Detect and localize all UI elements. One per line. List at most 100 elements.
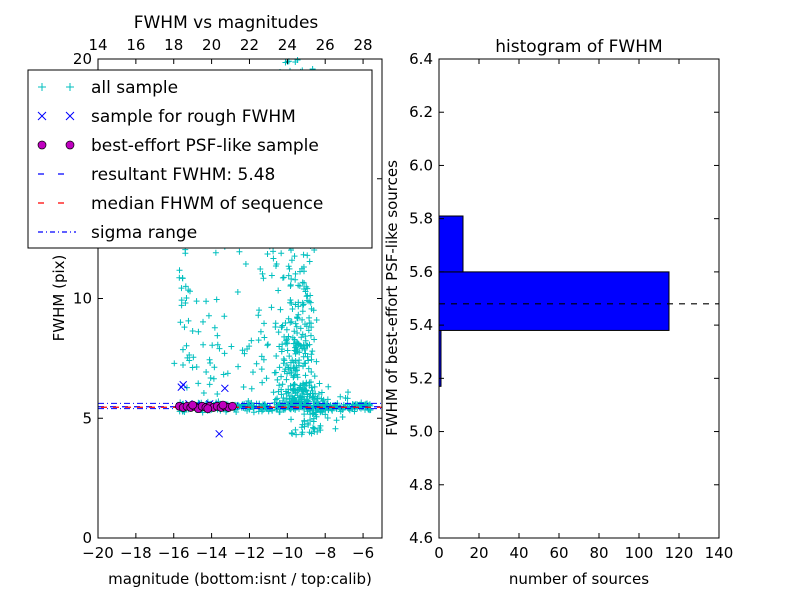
all-sample-point	[301, 280, 308, 287]
all-sample-point	[306, 314, 313, 321]
all-sample-point	[244, 345, 251, 352]
all-sample-point	[274, 405, 281, 412]
all-sample-point	[283, 399, 290, 406]
all-sample-point	[195, 328, 202, 335]
all-sample-point	[277, 306, 284, 313]
y-tick-label: 10	[73, 290, 92, 308]
histogram-bar	[438, 215, 464, 273]
rough-fwhm-point	[215, 429, 224, 438]
all-sample-point	[307, 411, 314, 418]
all-sample-point	[203, 298, 210, 305]
all-sample-point	[299, 421, 306, 428]
left-y-axis-label: FWHM (pix)	[50, 255, 68, 342]
all-sample-point	[276, 382, 283, 389]
all-sample-point	[332, 425, 339, 432]
all-sample-point	[241, 350, 248, 357]
all-sample-point	[274, 376, 281, 383]
left-chart: FWHM vs magnitudes −20 −18 −16 −14 −12 −10 −8−…	[27, 13, 383, 588]
all-sample-point	[245, 397, 252, 404]
all-sample-point	[189, 327, 196, 334]
all-sample-point	[284, 370, 291, 377]
all-sample-point	[291, 394, 298, 401]
x-tick-label: −18	[120, 544, 152, 562]
best-effort-point	[218, 400, 228, 410]
top-x-tick-label: 16	[126, 36, 145, 54]
all-sample-point	[190, 354, 197, 361]
legend-marker-best-effort	[65, 140, 75, 150]
all-sample-point	[281, 357, 288, 364]
y-tick-label: 5	[82, 409, 92, 427]
all-sample-point	[304, 297, 311, 304]
all-sample-point	[178, 285, 185, 292]
all-sample-point	[209, 342, 216, 349]
all-sample-point	[309, 348, 316, 355]
all-sample-point	[264, 342, 271, 349]
all-sample-point	[333, 417, 340, 424]
all-sample-point	[295, 341, 302, 348]
all-sample-point	[311, 373, 318, 380]
all-sample-point	[255, 408, 262, 415]
all-sample-point	[299, 345, 306, 352]
all-sample-point	[185, 287, 192, 294]
all-sample-point	[306, 258, 313, 265]
all-sample-point	[179, 274, 186, 281]
x-tick-label: −12	[234, 544, 266, 562]
all-sample-point	[239, 347, 246, 354]
legend-label-sigma-range: sigma range	[91, 223, 197, 243]
all-sample-point	[182, 250, 189, 257]
right-y-tick-label: 5.8	[409, 210, 433, 228]
legend-marker-rough-sample	[65, 111, 75, 121]
top-x-tick-label: 14	[88, 36, 107, 54]
legend-marker-all-sample	[66, 83, 74, 91]
all-sample-point	[283, 361, 290, 368]
all-sample-point	[290, 364, 297, 371]
all-sample-point	[308, 356, 315, 363]
right-x-tick-label: 80	[589, 544, 608, 562]
all-sample-point	[311, 425, 318, 432]
right-x-tick-label: 60	[549, 544, 568, 562]
all-sample-point	[220, 371, 227, 378]
all-sample-point	[292, 270, 299, 277]
all-sample-point	[293, 323, 300, 330]
x-tick-label: −16	[158, 544, 190, 562]
all-sample-point	[271, 399, 278, 406]
all-sample-point	[211, 324, 218, 331]
right-x-tick-label: 100	[625, 544, 654, 562]
all-sample-point	[176, 267, 183, 274]
all-sample-point	[294, 314, 301, 321]
all-sample-point	[285, 272, 292, 279]
legend-marker-rough-sample	[37, 111, 47, 121]
all-sample-point	[288, 257, 295, 264]
right-y-tick-label: 5.4	[409, 316, 433, 334]
all-sample-point	[248, 385, 255, 392]
all-sample-point	[298, 395, 305, 402]
all-sample-point	[278, 323, 285, 330]
top-x-tick-label: 20	[202, 36, 221, 54]
all-sample-point	[313, 413, 320, 420]
all-sample-point	[205, 312, 212, 319]
all-sample-point	[312, 409, 319, 416]
all-sample-point	[307, 332, 314, 339]
all-sample-point	[273, 352, 280, 359]
all-sample-point	[278, 391, 285, 398]
all-sample-point	[284, 347, 291, 354]
all-sample-point	[292, 301, 299, 308]
all-sample-point	[203, 369, 210, 376]
all-sample-point	[200, 341, 207, 348]
all-sample-point	[308, 324, 315, 331]
all-sample-point	[289, 334, 296, 341]
all-sample-point	[291, 253, 298, 260]
all-sample-point	[300, 251, 307, 258]
all-sample-point	[299, 308, 306, 315]
all-sample-point	[293, 348, 300, 355]
all-sample-point	[185, 317, 192, 324]
all-sample-point	[257, 328, 264, 335]
right-y-tick-label: 4.6	[409, 529, 433, 547]
all-sample-point	[234, 288, 241, 295]
all-sample-point	[292, 350, 299, 357]
all-sample-point	[186, 351, 193, 358]
all-sample-point	[206, 381, 213, 388]
all-sample-point	[291, 395, 298, 402]
all-sample-point	[283, 390, 290, 397]
